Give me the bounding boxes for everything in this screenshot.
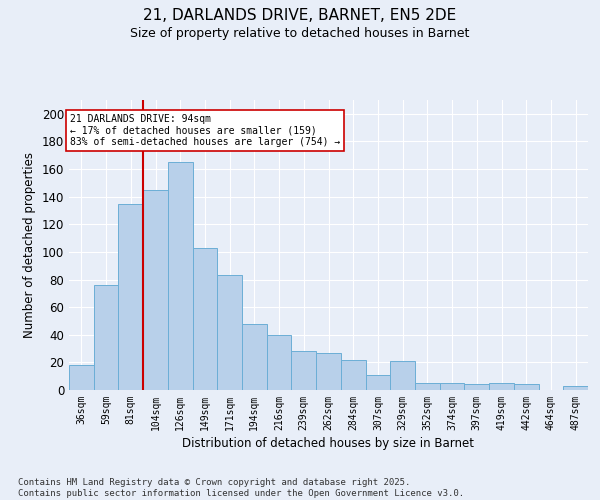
Bar [118,204,143,390]
Bar [267,335,292,390]
Text: 21, DARLANDS DRIVE, BARNET, EN5 2DE: 21, DARLANDS DRIVE, BARNET, EN5 2DE [143,8,457,22]
Text: 21 DARLANDS DRIVE: 94sqm
← 17% of detached houses are smaller (159)
83% of semi-: 21 DARLANDS DRIVE: 94sqm ← 17% of detach… [70,114,340,147]
Bar [365,375,390,390]
Bar [341,360,365,390]
Text: Size of property relative to detached houses in Barnet: Size of property relative to detached ho… [130,28,470,40]
Bar [217,276,242,390]
Bar [440,383,464,390]
Bar [143,190,168,390]
Bar [514,384,539,390]
Bar [242,324,267,390]
Bar [292,352,316,390]
Bar [316,352,341,390]
Bar [94,285,118,390]
Bar [69,365,94,390]
Bar [390,361,415,390]
Bar [464,384,489,390]
Y-axis label: Number of detached properties: Number of detached properties [23,152,36,338]
Bar [193,248,217,390]
Bar [415,383,440,390]
Bar [563,386,588,390]
Text: Contains HM Land Registry data © Crown copyright and database right 2025.
Contai: Contains HM Land Registry data © Crown c… [18,478,464,498]
Bar [489,383,514,390]
Bar [168,162,193,390]
X-axis label: Distribution of detached houses by size in Barnet: Distribution of detached houses by size … [182,437,475,450]
